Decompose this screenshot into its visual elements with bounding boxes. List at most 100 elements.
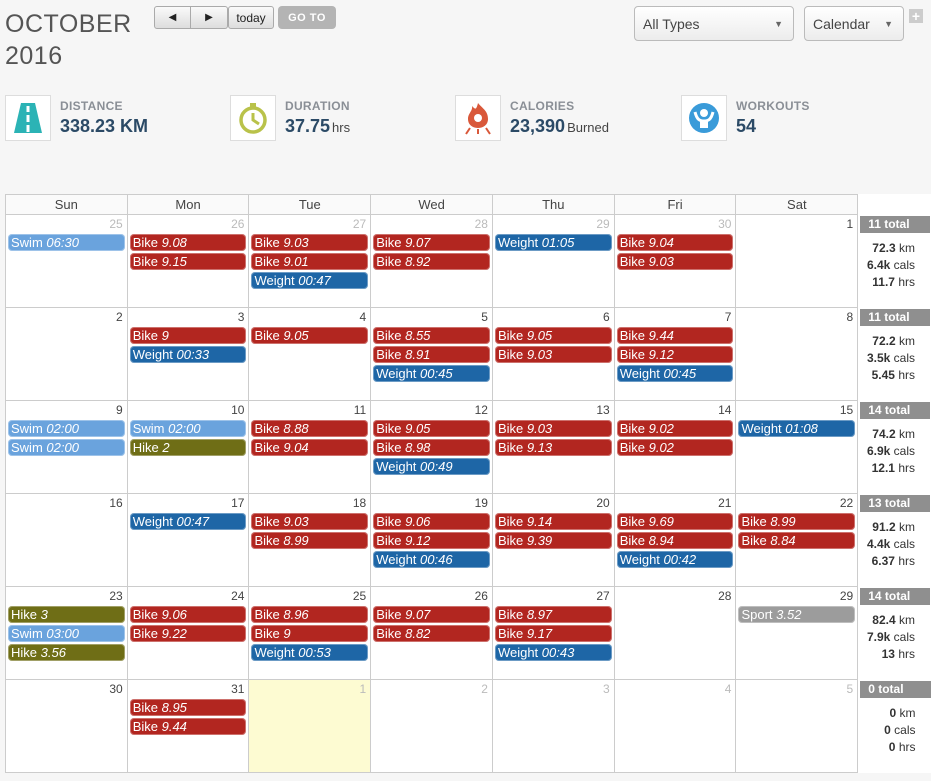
workout-event-bike[interactable]: Bike 9.01 (251, 253, 369, 270)
workout-event-weight[interactable]: Weight 00:42 (616, 551, 734, 568)
day-cell[interactable]: 19 Bike 9.06 Bike 9.12 Weight 00:46 (370, 493, 493, 587)
day-cell[interactable]: 2 (5, 307, 128, 401)
workout-event-swim[interactable]: Swim 02:00 (8, 439, 125, 456)
workout-event-bike[interactable]: Bike 9.06 (373, 513, 490, 530)
day-cell[interactable]: 24 Bike 9.06 Bike 9.22 (126, 586, 250, 680)
day-cell[interactable]: 26 Bike 9.08 Bike 9.15 (126, 214, 250, 308)
day-cell[interactable]: 13 Bike 9.03 Bike 9.13 (491, 400, 615, 494)
day-cell[interactable]: 28 (613, 586, 737, 680)
workout-event-bike[interactable]: Bike 9.03 (494, 420, 612, 437)
day-cell[interactable]: 4 (613, 679, 737, 773)
day-cell[interactable]: 11 Bike 8.88 Bike 9.04 (248, 400, 372, 494)
day-cell[interactable]: 2 (370, 679, 493, 773)
workout-event-bike[interactable]: Bike 9.04 (251, 439, 369, 456)
day-cell[interactable]: 8 (735, 307, 859, 401)
day-cell[interactable]: 26 Bike 9.07 Bike 8.82 (370, 586, 493, 680)
workout-event-weight[interactable]: Weight 00:45 (616, 365, 734, 382)
workout-event-weight[interactable]: Weight 00:53 (251, 644, 369, 661)
workout-event-weight[interactable]: Weight 00:49 (373, 458, 490, 475)
day-cell[interactable]: 10 Swim 02:00 Hike 2 (126, 400, 250, 494)
day-cell[interactable]: 25 Bike 8.96 Bike 9 Weight 00:53 (248, 586, 372, 680)
day-cell[interactable]: 1 (735, 214, 859, 308)
workout-event-bike[interactable]: Bike 9.04 (616, 234, 734, 251)
day-cell[interactable]: 9 Swim 02:00 Swim 02:00 (5, 400, 128, 494)
day-cell[interactable]: 20 Bike 9.14 Bike 9.39 (491, 493, 615, 587)
day-cell[interactable]: 17 Weight 00:47 (126, 493, 250, 587)
day-cell[interactable]: 1 (248, 679, 372, 773)
workout-event-bike[interactable]: Bike 8.99 (738, 513, 856, 530)
prev-month-button[interactable]: ◀ (154, 6, 191, 29)
workout-event-bike[interactable]: Bike 9.39 (494, 532, 612, 549)
day-cell[interactable]: 6 Bike 9.05 Bike 9.03 (491, 307, 615, 401)
day-cell[interactable]: 31 Bike 8.95 Bike 9.44 (126, 679, 250, 773)
workout-event-bike[interactable]: Bike 8.88 (251, 420, 369, 437)
workout-event-bike[interactable]: Bike 9.14 (494, 513, 612, 530)
workout-event-bike[interactable]: Bike 8.55 (373, 327, 490, 344)
workout-event-hike[interactable]: Hike 3.56 (8, 644, 125, 661)
workout-event-bike[interactable]: Bike 9.06 (129, 606, 247, 623)
day-cell[interactable]: 15 Weight 01:08 (735, 400, 859, 494)
day-cell[interactable]: 29 Sport 3.52 (735, 586, 859, 680)
workout-event-bike[interactable]: Bike 9.44 (129, 718, 247, 735)
workout-event-bike[interactable]: Bike 8.98 (373, 439, 490, 456)
workout-event-bike[interactable]: Bike 9.03 (251, 513, 369, 530)
workout-event-bike[interactable]: Bike 8.84 (738, 532, 856, 549)
day-cell[interactable]: 27 Bike 9.03 Bike 9.01 Weight 00:47 (248, 214, 372, 308)
workout-event-bike[interactable]: Bike 9.05 (373, 420, 490, 437)
day-cell[interactable]: 22 Bike 8.99 Bike 8.84 (735, 493, 859, 587)
day-cell[interactable]: 30 Bike 9.04 Bike 9.03 (613, 214, 737, 308)
workout-event-weight[interactable]: Weight 00:47 (129, 513, 247, 530)
workout-event-bike[interactable]: Bike 9.02 (616, 439, 734, 456)
day-cell[interactable]: 5 Bike 8.55 Bike 8.91 Weight 00:45 (370, 307, 493, 401)
day-cell[interactable]: 27 Bike 8.97 Bike 9.17 Weight 00:43 (491, 586, 615, 680)
workout-event-hike[interactable]: Hike 3 (8, 606, 125, 623)
workout-event-bike[interactable]: Bike 9.02 (616, 420, 734, 437)
workout-event-bike[interactable]: Bike 9.69 (616, 513, 734, 530)
workout-event-bike[interactable]: Bike 9 (251, 625, 369, 642)
workout-event-hike[interactable]: Hike 2 (129, 439, 247, 456)
workout-event-bike[interactable]: Bike 9.03 (251, 234, 369, 251)
workout-event-bike[interactable]: Bike 9.22 (129, 625, 247, 642)
workout-event-swim[interactable]: Swim 02:00 (129, 420, 247, 437)
day-cell[interactable]: 30 (5, 679, 128, 773)
view-select[interactable]: Calendar ▼ (804, 6, 904, 41)
workout-event-bike[interactable]: Bike 9.15 (129, 253, 247, 270)
workout-event-bike[interactable]: Bike 9.12 (373, 532, 490, 549)
day-cell[interactable]: 25 Swim 06:30 (5, 214, 128, 308)
day-cell[interactable]: 16 (5, 493, 128, 587)
day-cell[interactable]: 3 (491, 679, 615, 773)
day-cell[interactable]: 4 Bike 9.05 (248, 307, 372, 401)
workout-event-bike[interactable]: Bike 9.03 (616, 253, 734, 270)
day-cell[interactable]: 12 Bike 9.05 Bike 8.98 Weight 00:49 (370, 400, 493, 494)
workout-event-bike[interactable]: Bike 8.96 (251, 606, 369, 623)
workout-event-bike[interactable]: Bike 8.99 (251, 532, 369, 549)
workout-event-weight[interactable]: Weight 01:08 (738, 420, 856, 437)
workout-event-bike[interactable]: Bike 8.95 (129, 699, 247, 716)
day-cell[interactable]: 29 Weight 01:05 (491, 214, 615, 308)
workout-event-sport[interactable]: Sport 3.52 (738, 606, 856, 623)
workout-event-bike[interactable]: Bike 9.03 (494, 346, 612, 363)
workout-event-bike[interactable]: Bike 8.94 (616, 532, 734, 549)
workout-event-bike[interactable]: Bike 9 (129, 327, 247, 344)
workout-event-bike[interactable]: Bike 8.82 (373, 625, 490, 642)
workout-event-bike[interactable]: Bike 9.08 (129, 234, 247, 251)
day-cell[interactable]: 14 Bike 9.02 Bike 9.02 (613, 400, 737, 494)
workout-event-bike[interactable]: Bike 8.92 (373, 253, 490, 270)
today-button[interactable]: today (228, 6, 274, 29)
day-cell[interactable]: 3 Bike 9 Weight 00:33 (126, 307, 250, 401)
workout-event-bike[interactable]: Bike 9.13 (494, 439, 612, 456)
workout-event-bike[interactable]: Bike 9.12 (616, 346, 734, 363)
workout-event-weight[interactable]: Weight 00:47 (251, 272, 369, 289)
workout-event-bike[interactable]: Bike 8.97 (494, 606, 612, 623)
next-month-button[interactable]: ▶ (191, 6, 228, 29)
day-cell[interactable]: 5 (735, 679, 859, 773)
workout-event-bike[interactable]: Bike 9.05 (251, 327, 369, 344)
type-filter-select[interactable]: All Types ▼ (634, 6, 794, 41)
workout-event-weight[interactable]: Weight 01:05 (494, 234, 612, 251)
workout-event-bike[interactable]: Bike 9.07 (373, 234, 490, 251)
goto-button[interactable]: GO TO (278, 6, 336, 29)
day-cell[interactable]: 23 Hike 3 Swim 03:00 Hike 3.56 (5, 586, 128, 680)
workout-event-weight[interactable]: Weight 00:46 (373, 551, 490, 568)
day-cell[interactable]: 18 Bike 9.03 Bike 8.99 (248, 493, 372, 587)
add-button[interactable]: + (909, 9, 923, 23)
